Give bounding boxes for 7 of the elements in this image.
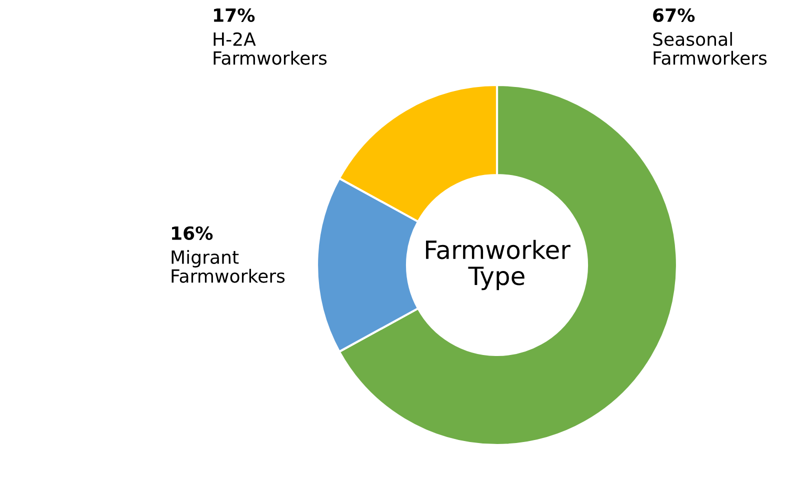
data-label: 17% <box>214 8 255 22</box>
slice-label: Migrant Farmworkers <box>172 250 285 283</box>
slice-label: Seasonal Farmworkers <box>653 32 767 65</box>
slice-label: H-2A Farmworkers <box>214 32 327 65</box>
data-label: 67% <box>653 8 695 22</box>
text: Farmworker Type <box>426 240 570 290</box>
data-label: 16% <box>172 226 213 240</box>
